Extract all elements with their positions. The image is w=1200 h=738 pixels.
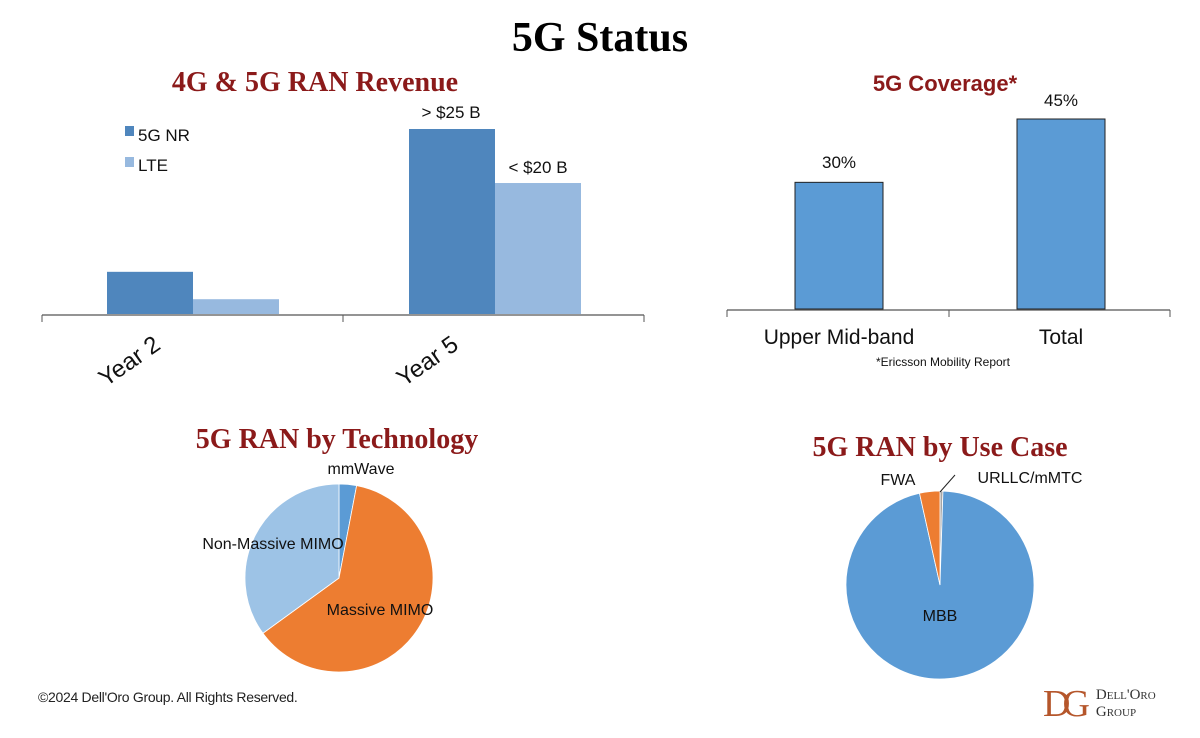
bar-lte [193, 299, 279, 314]
bar-coverage [1016, 118, 1106, 310]
slice-label-non-massive-mimo: Non-Massive MIMO [202, 536, 343, 553]
slice-label-mbb: MBB [923, 608, 958, 625]
bar-5g-nr [107, 271, 193, 314]
logo-mark: DG [1043, 683, 1090, 725]
revenue-chart-title: 4G & 5G RAN Revenue [172, 67, 458, 98]
logo-text: Dell'Oro Group [1095, 687, 1156, 720]
legend-swatch-5g-nr [125, 126, 134, 136]
dell-oro-logo: DG Dell'Oro Group [1043, 682, 1156, 726]
bar-lte [495, 183, 581, 314]
slice-label-fwa: FWA [881, 472, 916, 489]
source-note: *Ericsson Mobility Report [876, 355, 1011, 369]
copyright-text: ©2024 Dell'Oro Group. All Rights Reserve… [38, 689, 298, 705]
technology-pie-chart: 5G RAN by Technology mmWave Massive MIMO… [196, 424, 478, 673]
data-label: 30% [822, 153, 856, 172]
technology-chart-title: 5G RAN by Technology [196, 424, 478, 455]
leader-line [939, 474, 956, 493]
page-title: 5G Status [511, 15, 689, 61]
coverage-chart: 5G Coverage* Upper Mid-band Total 30% 45… [726, 71, 1171, 369]
x-tick-label: Total [1039, 326, 1083, 349]
bar-5g-nr [409, 129, 495, 314]
x-tick-label: Year 5 [392, 331, 464, 392]
legend-swatch-lte [125, 157, 134, 167]
legend-label-5g-nr: 5G NR [138, 126, 190, 145]
slice-label-massive-mimo: Massive MIMO [327, 602, 434, 619]
data-label: 45% [1044, 91, 1078, 110]
data-label: > $25 B [421, 103, 480, 122]
pie-slice-fwa [919, 490, 941, 586]
bar-coverage [794, 181, 884, 310]
use-case-pie-chart: 5G RAN by Use Case URLLC/mMTC MBB FWA [812, 432, 1083, 680]
pie-slice-non-massive-mimo [244, 483, 340, 634]
legend-label-lte: LTE [138, 156, 168, 175]
slice-label-mmwave: mmWave [328, 461, 395, 478]
x-tick-label: Upper Mid-band [764, 326, 915, 349]
revenue-chart: 4G & 5G RAN Revenue 5G NR LTE Year 2 Yea… [41, 67, 645, 392]
slice-label-urllc: URLLC/mMTC [978, 470, 1083, 487]
data-label: < $20 B [508, 158, 567, 177]
use-case-chart-title: 5G RAN by Use Case [812, 432, 1067, 463]
pie-slice-massive-mimo [262, 485, 434, 673]
coverage-chart-title: 5G Coverage* [873, 71, 1018, 96]
x-tick-label: Year 2 [94, 331, 166, 392]
